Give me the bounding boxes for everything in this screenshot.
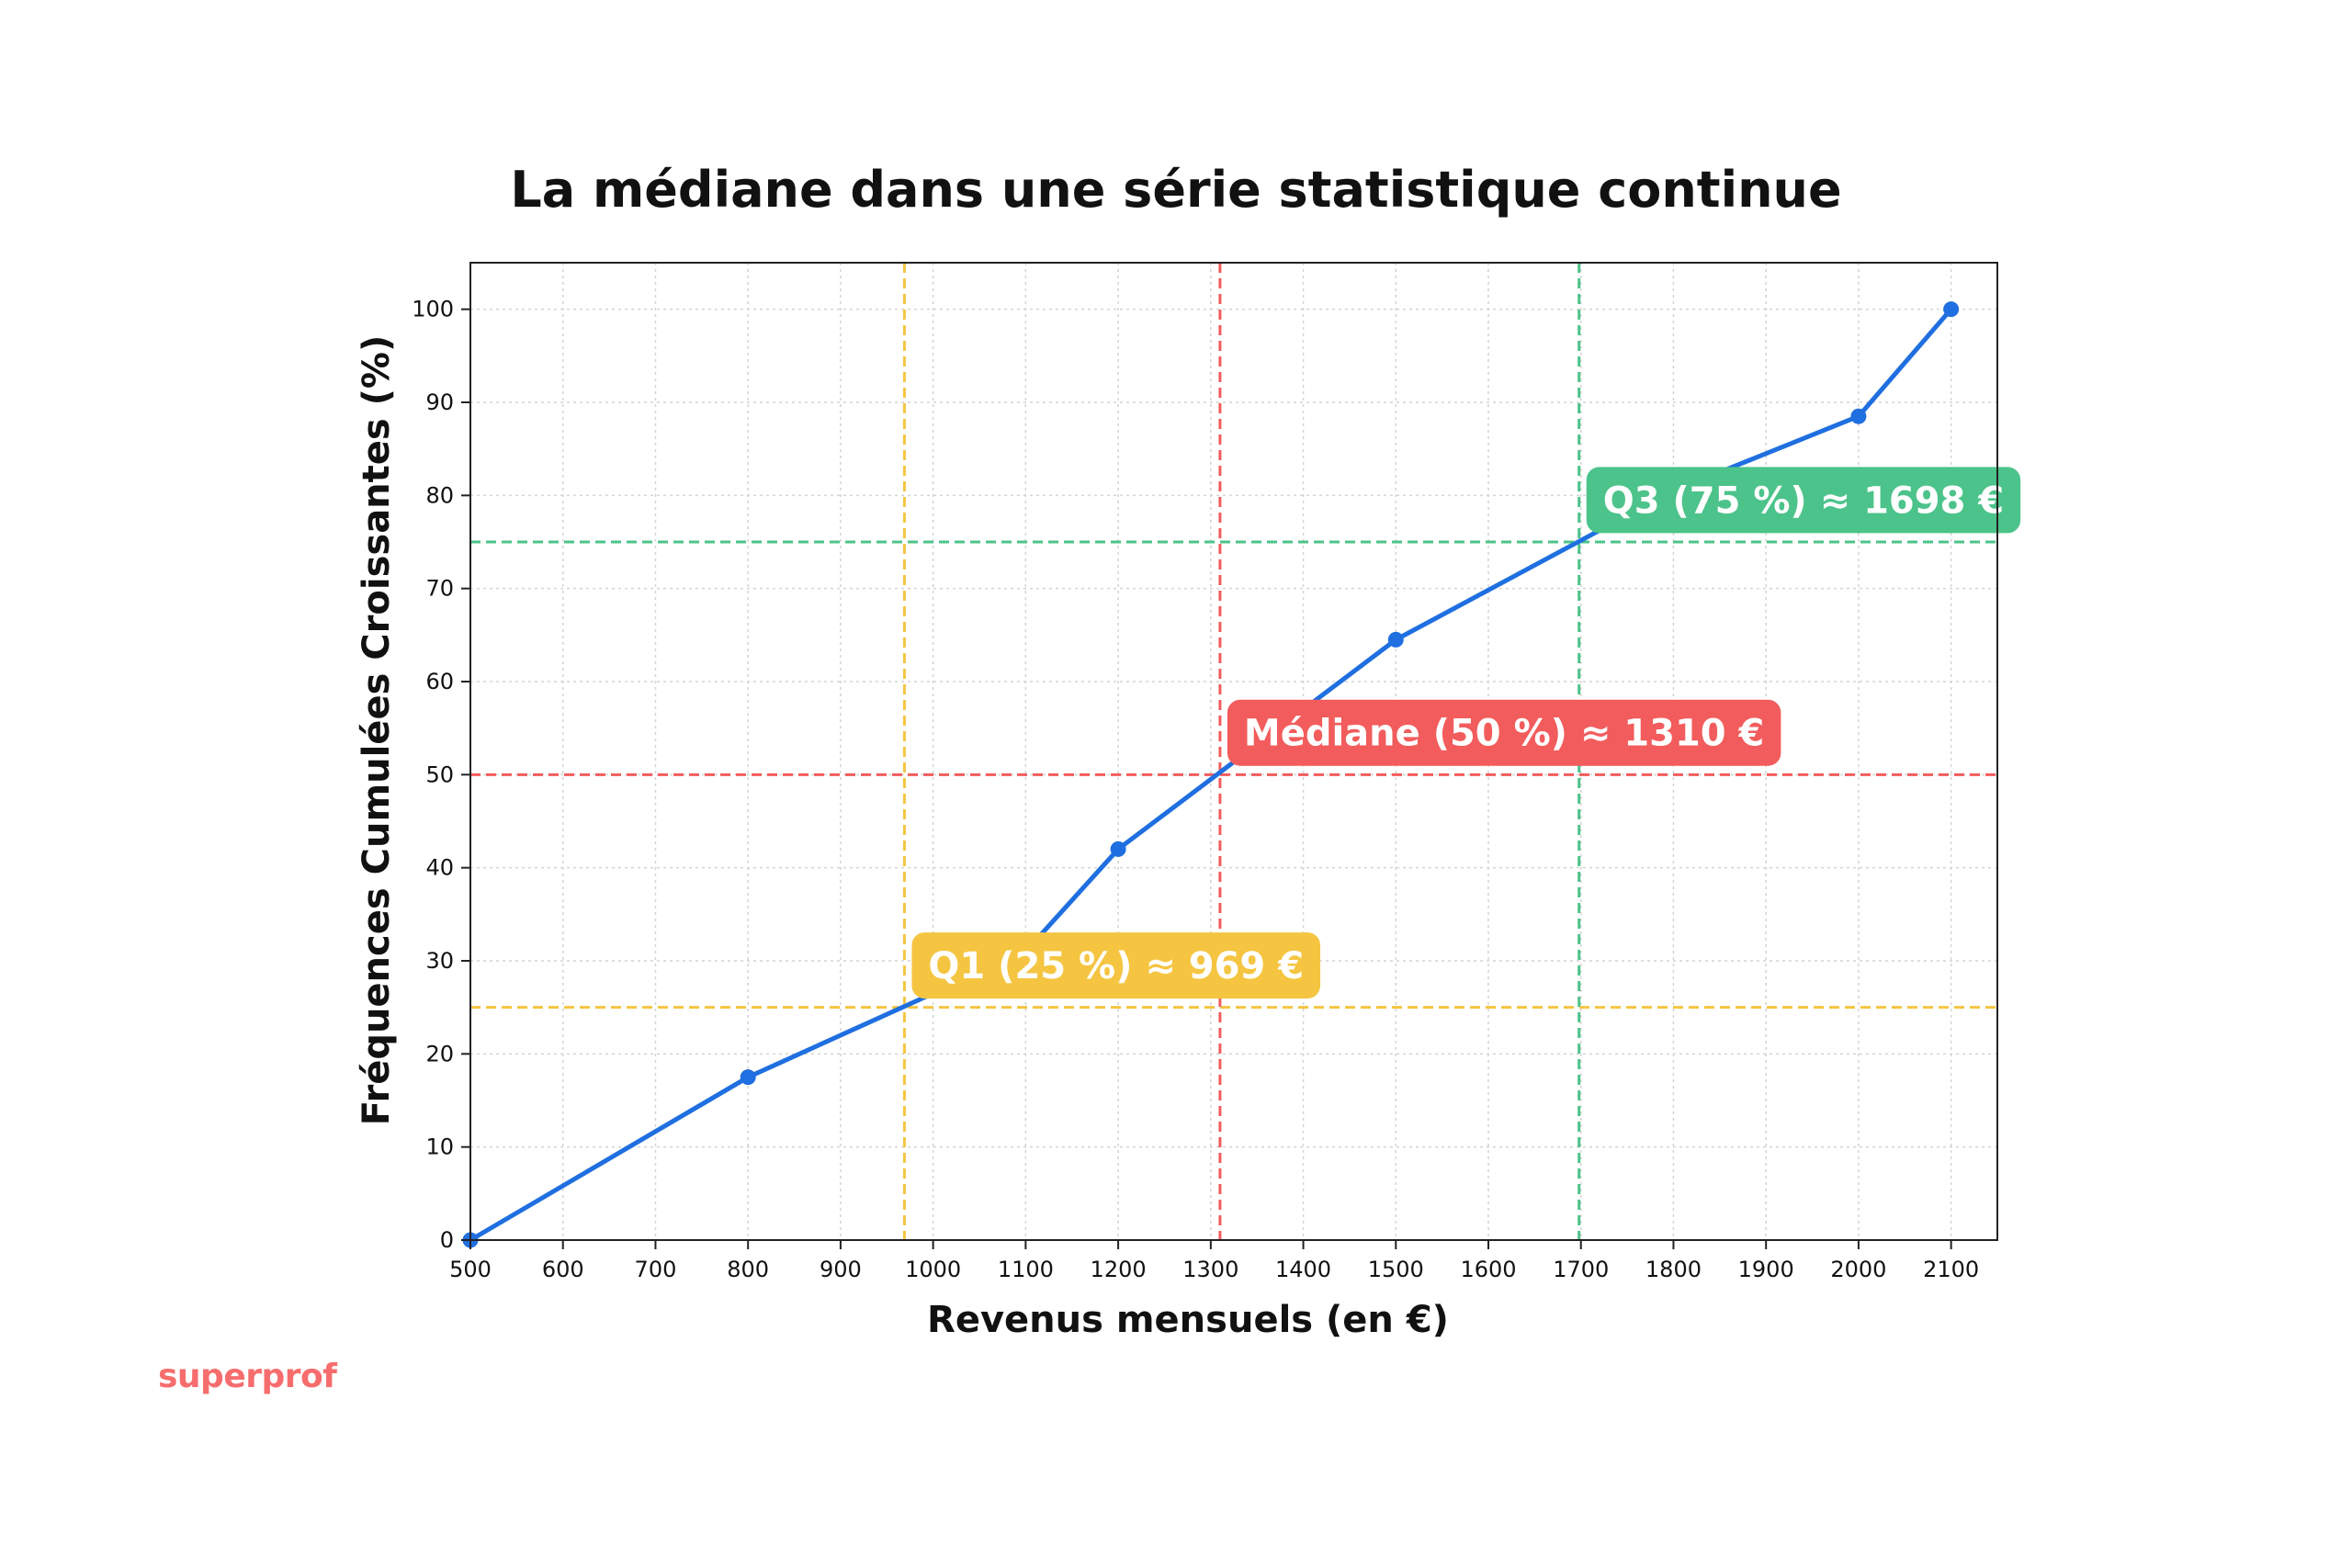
x-tick-label: 1200 [1091,1257,1147,1282]
x-tick-label: 600 [542,1257,584,1282]
y-tick-label: 40 [425,855,454,881]
data-point [1110,840,1126,857]
y-tick-label: 10 [425,1134,454,1160]
y-tick-label: 80 [425,482,454,508]
x-tick-label: 1400 [1275,1257,1331,1282]
y-tick-label: 90 [425,389,454,415]
reference-label-box [1227,699,1781,766]
x-tick-label: 1300 [1182,1257,1238,1282]
x-tick-label: 1000 [905,1257,961,1282]
brand-logo: superprof [158,1358,337,1395]
x-tick-label: 900 [820,1257,862,1282]
reference-label-text: Q1 (25 %) ≈ 969 € [928,945,1304,987]
x-tick-label: 800 [727,1257,769,1282]
x-tick-label: 700 [635,1257,677,1282]
x-tick-label: 1500 [1368,1257,1424,1282]
y-tick-label: 50 [425,761,454,787]
x-tick-label: 1700 [1553,1257,1609,1282]
x-tick-label: 1900 [1738,1257,1794,1282]
reference-label-box [1586,467,2021,534]
x-tick-label: 500 [449,1257,492,1282]
data-point [1850,408,1867,424]
reference-label-text: Q3 (75 %) ≈ 1698 € [1603,479,2004,522]
x-axis-label: Revenus mensuels (en €) [927,1299,1449,1341]
data-point [1943,301,1960,318]
y-tick-label: 30 [425,948,454,974]
y-tick-label: 60 [425,669,454,694]
x-tick-label: 1100 [998,1257,1054,1282]
reference-label: Médiane (50 %) ≈ 1310 € [1227,699,1781,766]
plot-frame [469,262,1998,1241]
chart-title: La médiane dans une série statistique co… [510,161,1841,219]
data-point [1387,631,1404,648]
x-tick-label: 2000 [1830,1257,1886,1282]
reference-label: Q1 (25 %) ≈ 969 € [911,932,1321,999]
x-axis: 500 600 700 800 900 1000 1100 1200 1300 1400 1500 1… [449,1240,1979,1282]
x-tick-label: 2100 [1923,1257,1979,1282]
x-tick-label: 1800 [1645,1257,1702,1282]
reference-lines [470,263,1997,1240]
data-point [740,1069,756,1086]
y-tick-label: 70 [425,576,454,602]
y-tick-label: 100 [412,297,454,322]
y-tick-label: 0 [440,1227,454,1253]
y-tick-label: 20 [425,1041,454,1066]
reference-label: Q3 (75 %) ≈ 1698 € [1586,467,2021,534]
y-axis-label: Fréquences Cumulées Croissantes (%) [356,335,398,1126]
reference-labels: Q1 (25 %) ≈ 969 € Médiane (50 %) ≈ 1310 €… [911,467,2021,999]
reference-label-box [911,932,1321,999]
y-axis: 0 10 20 30 40 50 60 70 80 90 100 [412,297,470,1253]
x-tick-label: 1600 [1460,1257,1516,1282]
reference-label-text: Médiane (50 %) ≈ 1310 € [1244,713,1764,755]
